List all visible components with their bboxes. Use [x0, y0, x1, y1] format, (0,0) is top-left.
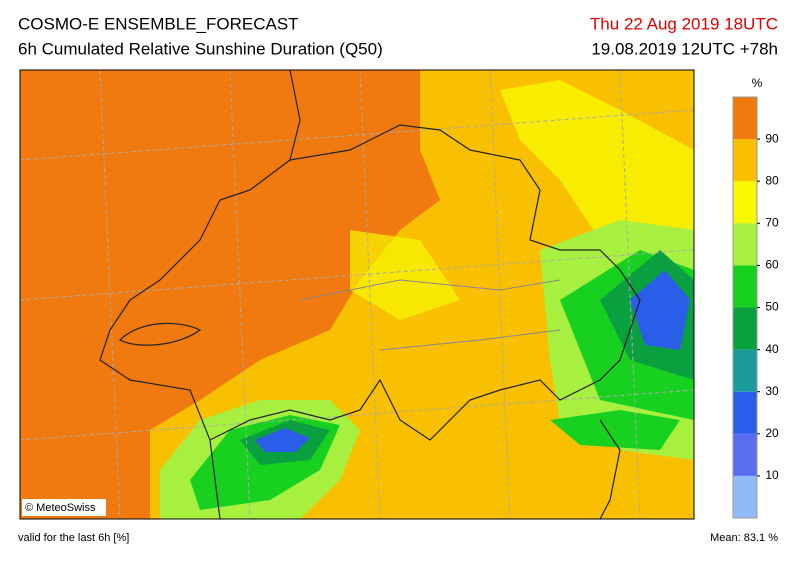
colorbar-bin [733, 139, 757, 182]
colorbar-label: 10 [765, 468, 779, 482]
footer-note: valid for the last 6h [%] [18, 532, 129, 544]
colorbar-bin [733, 223, 757, 266]
colorbar-bin [733, 475, 757, 518]
copyright: © MeteoSwiss [25, 502, 96, 514]
colorbar-label: 30 [765, 384, 779, 398]
colorbar-bin [733, 265, 757, 308]
copyright-box [22, 499, 106, 516]
region [350, 230, 460, 320]
colorbar: 10 20 30 40 50 60 70 80 90 [732, 96, 779, 519]
region [255, 428, 310, 452]
cantons [299, 279, 561, 351]
colorbar-label: 50 [765, 300, 779, 314]
colorbar-bin [733, 97, 757, 140]
run-time: 19.08.2019 12UTC +78h [591, 39, 778, 58]
colorbar-bin [733, 349, 757, 392]
map: © MeteoSwiss [19, 69, 695, 520]
colorbar-label: 20 [765, 426, 779, 440]
grid [20, 70, 694, 519]
colorbar-label: 40 [765, 342, 779, 356]
colorbar-label: 70 [765, 215, 779, 229]
mean: Mean: 83.1 % [710, 532, 778, 544]
colorbar-label: 80 [765, 173, 779, 187]
colorbar-label: 90 [765, 131, 779, 145]
region [550, 410, 680, 450]
region [500, 80, 694, 260]
subtitle: 6h Cumulated Relative Sunshine Duration … [18, 39, 383, 58]
colorbar-label: 60 [765, 258, 779, 272]
title: COSMO-E ENSEMBLE_FORECAST [18, 14, 299, 33]
borders [99, 70, 641, 519]
colorbar-bin [733, 181, 757, 224]
colorbar-unit: % [752, 76, 763, 90]
colorbar-bin [733, 391, 757, 434]
map-frame [19, 69, 695, 520]
region [630, 270, 690, 350]
colorbar-bin [733, 307, 757, 350]
valid-time: Thu 22 Aug 2019 18UTC [590, 14, 778, 33]
colorbar-bin [733, 433, 757, 476]
